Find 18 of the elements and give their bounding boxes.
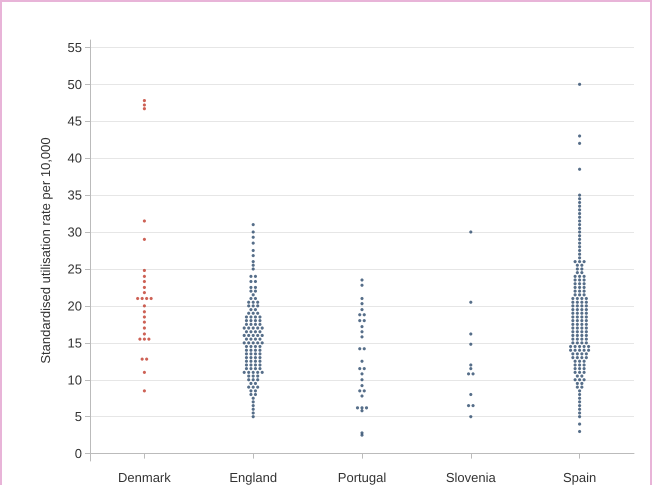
y-tick-label: 15 [68, 335, 82, 350]
y-tick-label: 50 [68, 76, 82, 92]
y-tick-label: 0 [74, 446, 82, 462]
x-tick-label: England [229, 470, 278, 485]
x-tick-label: Denmark [118, 470, 172, 485]
x-tick-label: Portugal [338, 470, 386, 485]
y-tick-label: 40 [68, 150, 82, 166]
y-axis-title: Standardised utilisation rate per 10,000 [38, 137, 53, 364]
y-tick-label: 45 [68, 114, 82, 129]
x-tick-label: Spain [562, 470, 596, 485]
y-tick-label: 10 [68, 372, 82, 388]
y-tick-label: 35 [68, 188, 82, 203]
y-tick-label: 25 [68, 261, 82, 276]
y-tick-label: 30 [68, 224, 82, 240]
x-tick-label: Slovenia [446, 470, 496, 485]
y-tick-label: 5 [74, 409, 82, 424]
y-tick-label: 20 [68, 298, 82, 314]
y-tick-label: 55 [68, 40, 82, 55]
